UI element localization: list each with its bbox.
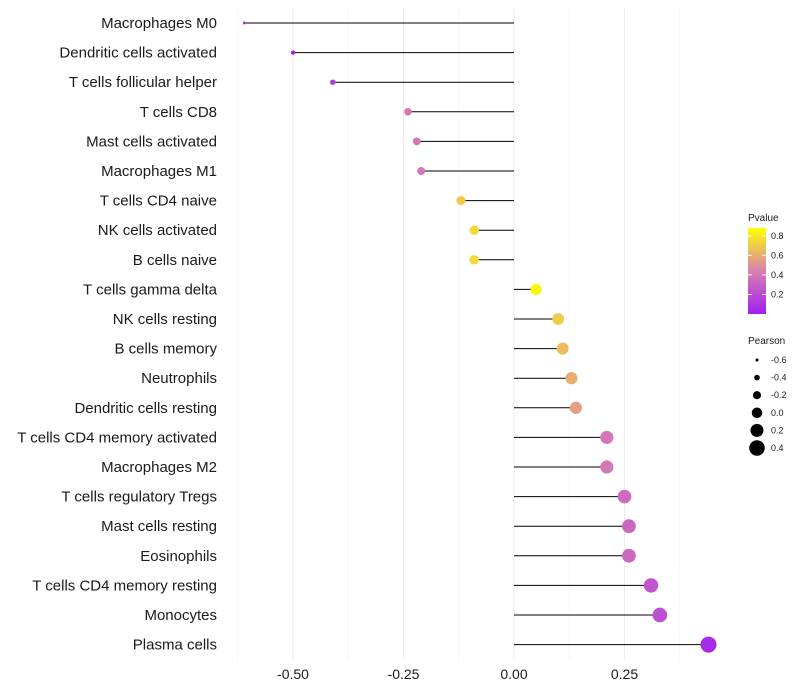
y-axis-label: T cells CD4 naive (100, 193, 217, 210)
colorbar-tick-label: 0.6 (771, 250, 784, 260)
point (530, 283, 542, 295)
y-axis-label: Dendritic cells activated (59, 45, 217, 62)
y-axis-label: Mast cells activated (86, 133, 217, 150)
y-axis-label: T cells CD8 (140, 104, 217, 121)
point (565, 372, 578, 385)
point (456, 196, 466, 206)
x-tick-label: 0.00 (500, 666, 527, 682)
size-legend-label: -0.2 (771, 390, 787, 400)
size-legend-label: -0.6 (771, 355, 787, 365)
point (600, 460, 614, 474)
y-axis-label: B cells memory (114, 341, 217, 358)
pearson-legend: Pearson -0.6 -0.4 -0.2 0.0 0.2 0.4 (748, 336, 787, 456)
size-legend-point (754, 374, 760, 381)
lollipop-stems (244, 22, 709, 646)
point (469, 255, 479, 265)
point (700, 636, 717, 653)
point (556, 342, 569, 355)
x-axis-tick-labels: -0.50 -0.25 0.00 0.25 (277, 666, 638, 682)
size-legend-point (750, 423, 764, 437)
point (569, 401, 583, 414)
point (242, 21, 246, 25)
point (417, 167, 426, 175)
y-axis-label: Neutrophils (141, 370, 217, 387)
x-tick-label: -0.25 (388, 666, 420, 682)
point (643, 578, 659, 593)
x-tick-label: 0.25 (611, 666, 638, 682)
size-legend-point (755, 358, 759, 362)
pvalue-colorbar (748, 228, 766, 314)
colorbar-tick-label: 0.8 (771, 231, 784, 241)
size-legend-point (749, 440, 765, 456)
point (552, 313, 565, 325)
point (600, 430, 614, 444)
point (412, 137, 421, 146)
point (469, 225, 479, 235)
y-axis-label: Eosinophils (140, 548, 217, 565)
colorbar-tick-label: 0.2 (771, 289, 784, 299)
y-axis-label: T cells CD4 memory resting (32, 577, 217, 594)
x-tick-label: -0.50 (277, 666, 309, 682)
size-legend-label: -0.4 (771, 373, 787, 383)
point (290, 50, 296, 55)
point (622, 548, 636, 563)
size-legend-label: 0.2 (771, 425, 784, 435)
size-legend-label: 0.4 (771, 443, 784, 453)
y-axis-label: T cells regulatory Tregs (61, 489, 217, 506)
size-legend-point (752, 391, 762, 400)
pvalue-legend-title: Pvalue (748, 213, 779, 224)
point (622, 519, 636, 534)
lollipop-points (242, 21, 717, 653)
pvalue-legend-ticks: 0.8 0.6 0.4 0.2 (748, 231, 784, 299)
point (617, 489, 632, 504)
size-legend-label: 0.0 (771, 408, 784, 418)
y-axis-label: T cells gamma delta (83, 281, 218, 298)
y-axis-label: T cells CD4 memory activated (17, 429, 217, 446)
y-axis-label: Monocytes (144, 607, 217, 624)
y-axis-labels: Macrophages M0 Dendritic cells activated T… (17, 15, 217, 654)
gridlines (237, 8, 681, 660)
y-axis-label: Macrophages M1 (101, 163, 217, 180)
y-axis-label: Macrophages M2 (101, 459, 217, 476)
y-axis-label: NK cells activated (98, 222, 217, 239)
point (652, 607, 668, 623)
y-axis-label: Plasma cells (133, 637, 217, 654)
y-axis-label: Mast cells resting (101, 518, 217, 535)
y-axis-label: Dendritic cells resting (74, 400, 217, 417)
point (330, 79, 336, 85)
y-axis-label: Macrophages M0 (101, 15, 217, 32)
point (404, 108, 412, 116)
pearson-legend-items: -0.6 -0.4 -0.2 0.0 0.2 0.4 (749, 355, 787, 456)
pvalue-legend: Pvalue 0.8 0.6 0.4 0.2 (748, 213, 784, 314)
pearson-legend-title: Pearson (748, 336, 785, 347)
y-axis-label: B cells naive (133, 252, 217, 269)
y-axis-label: T cells follicular helper (69, 74, 217, 91)
size-legend-point (751, 407, 763, 419)
y-axis-label: NK cells resting (113, 311, 217, 328)
colorbar-tick-label: 0.4 (771, 270, 784, 280)
